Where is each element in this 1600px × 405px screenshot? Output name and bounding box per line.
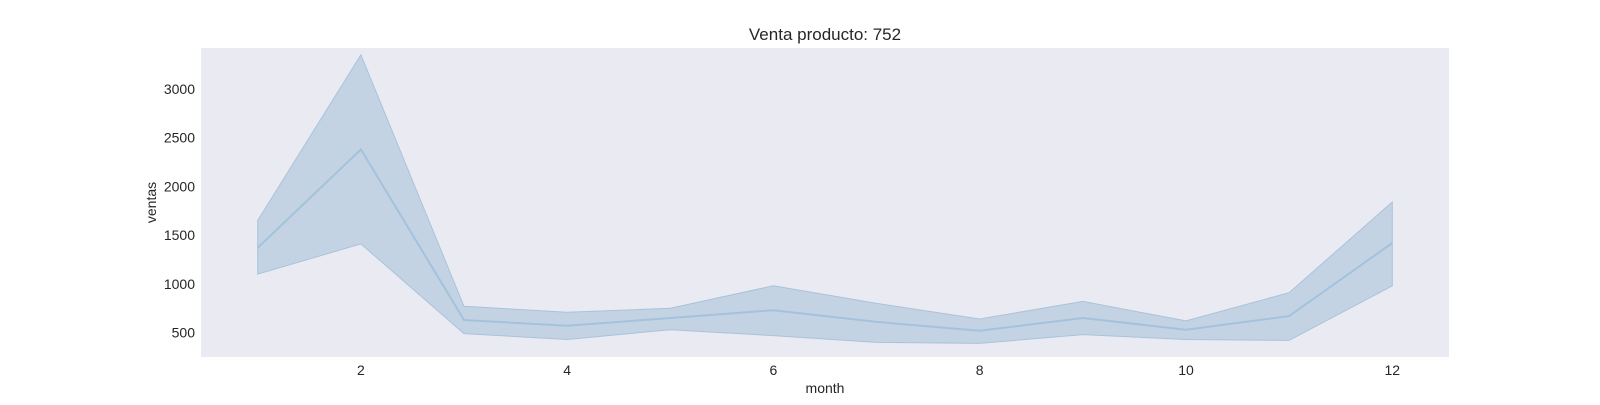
x-tick-label: 2 (357, 362, 365, 378)
x-axis-label: month (806, 380, 845, 396)
x-tick-label: 10 (1178, 362, 1194, 378)
y-tick-label: 2500 (164, 130, 195, 146)
y-tick-label: 1500 (164, 227, 195, 243)
y-tick-label: 500 (172, 325, 196, 341)
x-axis-ticks: 2 4 6 8 10 12 (357, 362, 1400, 378)
y-tick-label: 1000 (164, 276, 195, 292)
y-axis-ticks: 500 1000 1500 2000 2500 3000 (164, 81, 195, 341)
x-tick-label: 4 (563, 362, 571, 378)
series-line-layer (257, 147, 1393, 332)
y-tick-label: 2000 (164, 178, 195, 194)
x-tick-label: 6 (770, 362, 778, 378)
confidence-band (257, 53, 1393, 344)
x-tick-label: 8 (976, 362, 984, 378)
chart-title: Venta producto: 752 (749, 25, 901, 44)
confidence-band-layer (257, 53, 1393, 344)
y-axis-label: ventas (143, 182, 159, 223)
x-tick-label: 12 (1384, 362, 1400, 378)
series-line (257, 147, 1393, 332)
y-tick-label: 3000 (164, 81, 195, 97)
